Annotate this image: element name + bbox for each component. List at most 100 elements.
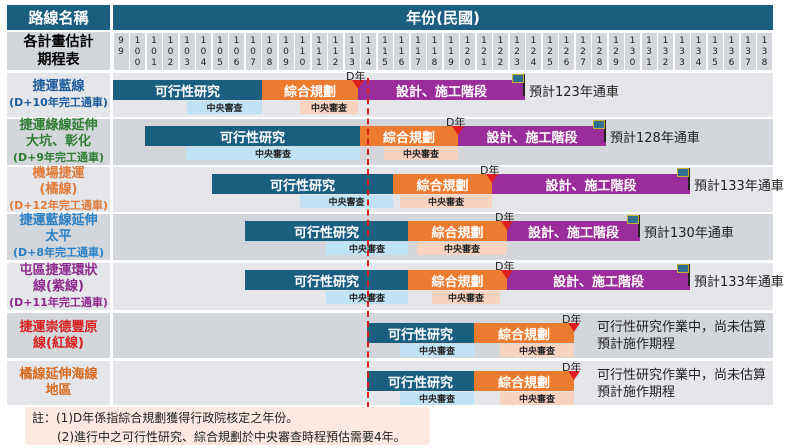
feasibility-bar: 可行性研究 [245, 221, 408, 241]
route-label: 捷運綠線延伸 大坑、彰化 (D+9年完工通車) [7, 118, 110, 165]
d-year-marker-icon [568, 371, 580, 380]
central-review-feasibility: 中央審查 [300, 195, 393, 208]
year-105: 1 0 5 [212, 33, 228, 70]
planning-bar: 綜合規劃 [262, 80, 358, 100]
d-year-marker-icon [452, 126, 464, 135]
route-name-line: 捷運崇德豐原 [19, 319, 98, 335]
year-117: 1 1 7 [410, 33, 426, 70]
central-review-planning: 中央審查 [500, 344, 574, 357]
note-2: (2)進行中之可行性研究、綜合規劃於中央審查時程預估需要4年。 [57, 430, 406, 444]
route-label: 捷運藍線 (D+10年完工通車) [7, 73, 110, 117]
year-133: 1 3 3 [674, 33, 690, 70]
central-review-planning: 中央審查 [432, 291, 500, 304]
feasibility-bar: 可行性研究 [367, 371, 474, 391]
route-label: 橘線延伸海線 地區 [7, 361, 110, 405]
year-101: 1 0 1 [146, 33, 162, 70]
year-108: 1 0 8 [262, 33, 277, 70]
flag-icon [512, 74, 524, 83]
d-year-label: D年 [480, 164, 500, 177]
route-name-header: 路線名稱 [7, 5, 110, 30]
design-construction-bar: 設計、施工階段 [358, 80, 525, 100]
route-name-line: 太平 [45, 229, 72, 244]
route-name-line: 捷運藍線延伸 [19, 213, 98, 228]
planning-bar: 綜合規劃 [474, 371, 574, 391]
feasibility-bar: 可行性研究 [145, 126, 360, 146]
d-year-marker-icon [501, 221, 513, 230]
year-header: 年份(民國) [113, 5, 773, 30]
year-135: 1 3 5 [707, 33, 723, 70]
year-115: 1 1 5 [377, 33, 393, 70]
year-137: 1 3 7 [740, 33, 756, 70]
route-name-line: (D+8年完工通車) [12, 246, 105, 259]
completion-text: 預計123年通車 [529, 85, 619, 100]
central-review-feasibility: 中央審查 [186, 147, 360, 160]
flag-icon [593, 120, 605, 129]
year-109: 1 0 9 [278, 33, 294, 70]
route-label: 屯區捷運環狀 線(紫線) (D+11年完工通車) [7, 263, 110, 310]
year-132: 1 3 2 [658, 33, 673, 70]
year-120: 1 2 0 [460, 33, 475, 70]
flag-pole [638, 215, 640, 237]
route-label: 機場捷運 (橘線) (D+12年完工通車) [7, 166, 110, 212]
year-104: 1 0 4 [196, 33, 211, 70]
year-128: 1 2 8 [592, 33, 607, 70]
route-name-line: 地區 [45, 383, 72, 398]
route-name-line: (橘線) [39, 181, 78, 197]
year-114: 1 1 4 [361, 33, 376, 70]
central-review-planning: 中央審查 [384, 147, 458, 160]
planning-bar: 綜合規劃 [408, 221, 507, 241]
year-112: 1 1 2 [328, 33, 343, 70]
route-name-line: 橘線延伸海線 [19, 367, 98, 382]
d-year-marker-icon [486, 174, 498, 183]
design-construction-bar: 設計、施工階段 [507, 270, 690, 290]
flag-pole [523, 74, 525, 96]
completion-text: 預計130年通車 [644, 226, 734, 241]
flag-pole [604, 120, 606, 142]
year-130: 1 3 0 [625, 33, 640, 70]
d-year-label: D年 [446, 116, 466, 129]
route-name-line: 線(紅線) [33, 335, 84, 351]
feasibility-bar: 可行性研究 [367, 323, 474, 343]
route-name-line: 捷運藍線 [32, 79, 85, 94]
year-136: 1 3 6 [724, 33, 739, 70]
design-construction-bar: 設計、施工階段 [507, 221, 640, 241]
central-review-planning: 中央審查 [417, 242, 507, 255]
central-review-feasibility: 中央審查 [400, 344, 474, 357]
planning-bar: 綜合規劃 [408, 270, 507, 290]
route-name-line: (D+10年完工通車) [9, 96, 108, 109]
year-106: 1 0 6 [229, 33, 244, 70]
year-110: 1 1 0 [295, 33, 310, 70]
completion-text: 預計128年通車 [610, 131, 700, 146]
year-116: 1 1 6 [394, 33, 409, 70]
status-text: 可行性研究作業中，尚未估算預計施作期程 [597, 320, 767, 352]
route-name-line: 捷運綠線延伸 [19, 118, 98, 133]
year-102: 1 0 2 [163, 33, 178, 70]
route-name-line: (D+11年完工通車) [9, 295, 108, 309]
d-year-label: D年 [495, 211, 515, 224]
year-121: 1 2 1 [476, 33, 492, 70]
year-124: 1 2 4 [526, 33, 541, 70]
year-125: 1 2 5 [542, 33, 558, 70]
status-text: 可行性研究作業中，尚未估算預計施作期程 [597, 368, 767, 400]
route-label: 捷運藍線延伸 太平 (D+8年完工通車) [7, 213, 110, 260]
year-123: 1 2 3 [509, 33, 525, 70]
flag-icon [677, 168, 689, 177]
route-name-line: 屯區捷運環狀 [19, 262, 98, 278]
flag-icon [677, 264, 689, 273]
year-118: 1 1 8 [427, 33, 442, 70]
year-119: 1 1 9 [443, 33, 459, 70]
d-year-marker-icon [352, 80, 364, 89]
central-review-feasibility: 中央審查 [400, 392, 474, 405]
d-year-marker-icon [568, 323, 580, 332]
flag-icon [627, 215, 639, 224]
year-111: 1 1 1 [311, 33, 327, 70]
feasibility-bar: 可行性研究 [245, 270, 408, 290]
central-review-feasibility: 中央審查 [187, 101, 262, 114]
d-year-marker-icon [501, 270, 513, 279]
flag-pole [688, 168, 690, 190]
design-construction-bar: 設計、施工階段 [458, 126, 606, 146]
schedule-label: 各計畫估計期程表 [7, 32, 110, 70]
year-103: 1 0 3 [179, 33, 195, 70]
year-131: 1 3 1 [641, 33, 657, 70]
planning-bar: 綜合規劃 [474, 323, 574, 343]
